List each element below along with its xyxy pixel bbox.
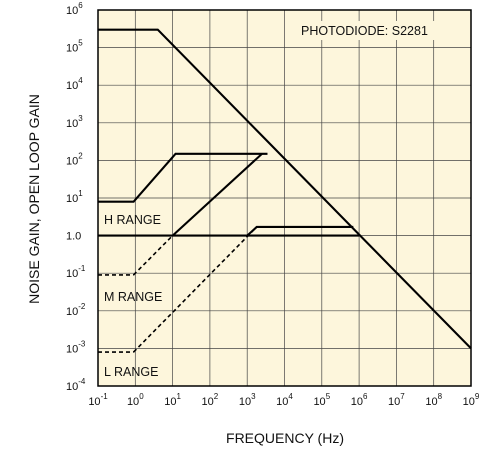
x-tick-label: 101: [164, 392, 181, 408]
x-tick-label: 102: [202, 392, 219, 408]
x-tick-exponent: 8: [438, 392, 443, 401]
solid-line-0: [98, 28, 472, 350]
y-tick-exponent: 6: [78, 1, 83, 10]
x-tick-base: 10: [425, 396, 437, 408]
x-tick-label: 103: [239, 392, 256, 408]
y-axis-label: NOISE GAIN, OPEN LOOP GAIN: [26, 94, 42, 304]
dashed-line-6: [133, 235, 174, 276]
x-tick-label: 104: [276, 392, 293, 408]
y-tick-exponent: 1: [78, 189, 83, 198]
y-tick-exponent: -1: [78, 264, 86, 273]
y-tick-base: 10: [66, 268, 78, 280]
x-axis-label: FREQUENCY (Hz): [226, 430, 344, 446]
y-tick-base: 10: [66, 381, 78, 393]
x-tick-exponent: 9: [475, 392, 480, 401]
x-tick-exponent: -1: [101, 392, 109, 401]
y-tick-label: 101: [66, 189, 83, 205]
x-tick-exponent: 2: [214, 392, 219, 401]
y-tick-exponent: -2: [78, 302, 86, 311]
x-tick-label: 109: [463, 392, 480, 408]
x-tick-label: 100: [127, 392, 144, 408]
dashed-line-8: [133, 226, 258, 353]
x-tick-base: 10: [463, 396, 475, 408]
x-tick-base: 10: [88, 396, 100, 408]
y-tick-exponent: -4: [78, 377, 86, 386]
y-tick-label: 105: [66, 39, 83, 55]
series-group: [98, 28, 472, 353]
y-tick-exponent: 3: [78, 114, 83, 123]
y-tick-base: 1.0: [66, 231, 81, 243]
x-tick-base: 10: [164, 396, 176, 408]
solid-line-1: [98, 152, 268, 203]
y-tick-base: 10: [66, 118, 78, 130]
y-tick-label: 10-2: [66, 302, 86, 318]
y-tick-label: 1.0: [66, 231, 81, 243]
annotation-l-range: L RANGE: [104, 365, 158, 379]
y-tick-base: 10: [66, 343, 78, 355]
y-tick-label: 106: [66, 1, 83, 17]
x-tick-label: 108: [425, 392, 442, 408]
y-tick-label: 102: [66, 151, 83, 167]
y-tick-base: 10: [66, 43, 78, 55]
x-tick-base: 10: [313, 396, 325, 408]
y-tick-label: 10-4: [66, 377, 86, 393]
x-tick-base: 10: [351, 396, 363, 408]
annotation-photodiode-box: [298, 21, 463, 40]
y-tick-base: 10: [66, 155, 78, 167]
x-tick-exponent: 6: [363, 392, 368, 401]
x-tick-exponent: 0: [139, 392, 144, 401]
x-tick-exponent: 7: [400, 392, 405, 401]
y-tick-label: 10-3: [66, 339, 86, 355]
x-tick-exponent: 1: [176, 392, 181, 401]
annotation-m-range: M RANGE: [104, 290, 162, 304]
y-tick-label: 10-1: [66, 264, 86, 280]
x-tick-base: 10: [388, 396, 400, 408]
x-tick-base: 10: [127, 396, 139, 408]
y-tick-base: 10: [66, 306, 78, 318]
y-tick-base: 10: [66, 193, 78, 205]
x-tick-label: 10-1: [88, 392, 108, 408]
y-tick-label: 103: [66, 114, 83, 130]
x-tick-exponent: 5: [326, 392, 331, 401]
y-tick-exponent: 4: [78, 76, 83, 85]
y-tick-label: 104: [66, 76, 83, 92]
solid-line-4: [171, 153, 263, 237]
y-tick-exponent: 2: [78, 151, 83, 160]
grid: [98, 10, 471, 386]
annotation-photodiode: PHOTODIODE: S2281: [301, 24, 428, 38]
x-tick-labels: 10-1 100 101 102 103 104 105 106 107 108 109: [88, 392, 480, 408]
y-tick-exponent: 5: [78, 39, 83, 48]
x-tick-exponent: 4: [288, 392, 293, 401]
x-tick-exponent: 3: [251, 392, 256, 401]
x-tick-base: 10: [276, 396, 288, 408]
annotation-h-range: H RANGE: [104, 213, 161, 227]
y-tick-base: 10: [66, 5, 78, 17]
x-tick-base: 10: [202, 396, 214, 408]
y-tick-exponent: -3: [78, 339, 86, 348]
x-tick-label: 106: [351, 392, 368, 408]
plot-frame: [97, 9, 472, 387]
x-tick-label: 105: [313, 392, 330, 408]
y-tick-base: 10: [66, 80, 78, 92]
x-tick-label: 107: [388, 392, 405, 408]
x-tick-base: 10: [239, 396, 251, 408]
